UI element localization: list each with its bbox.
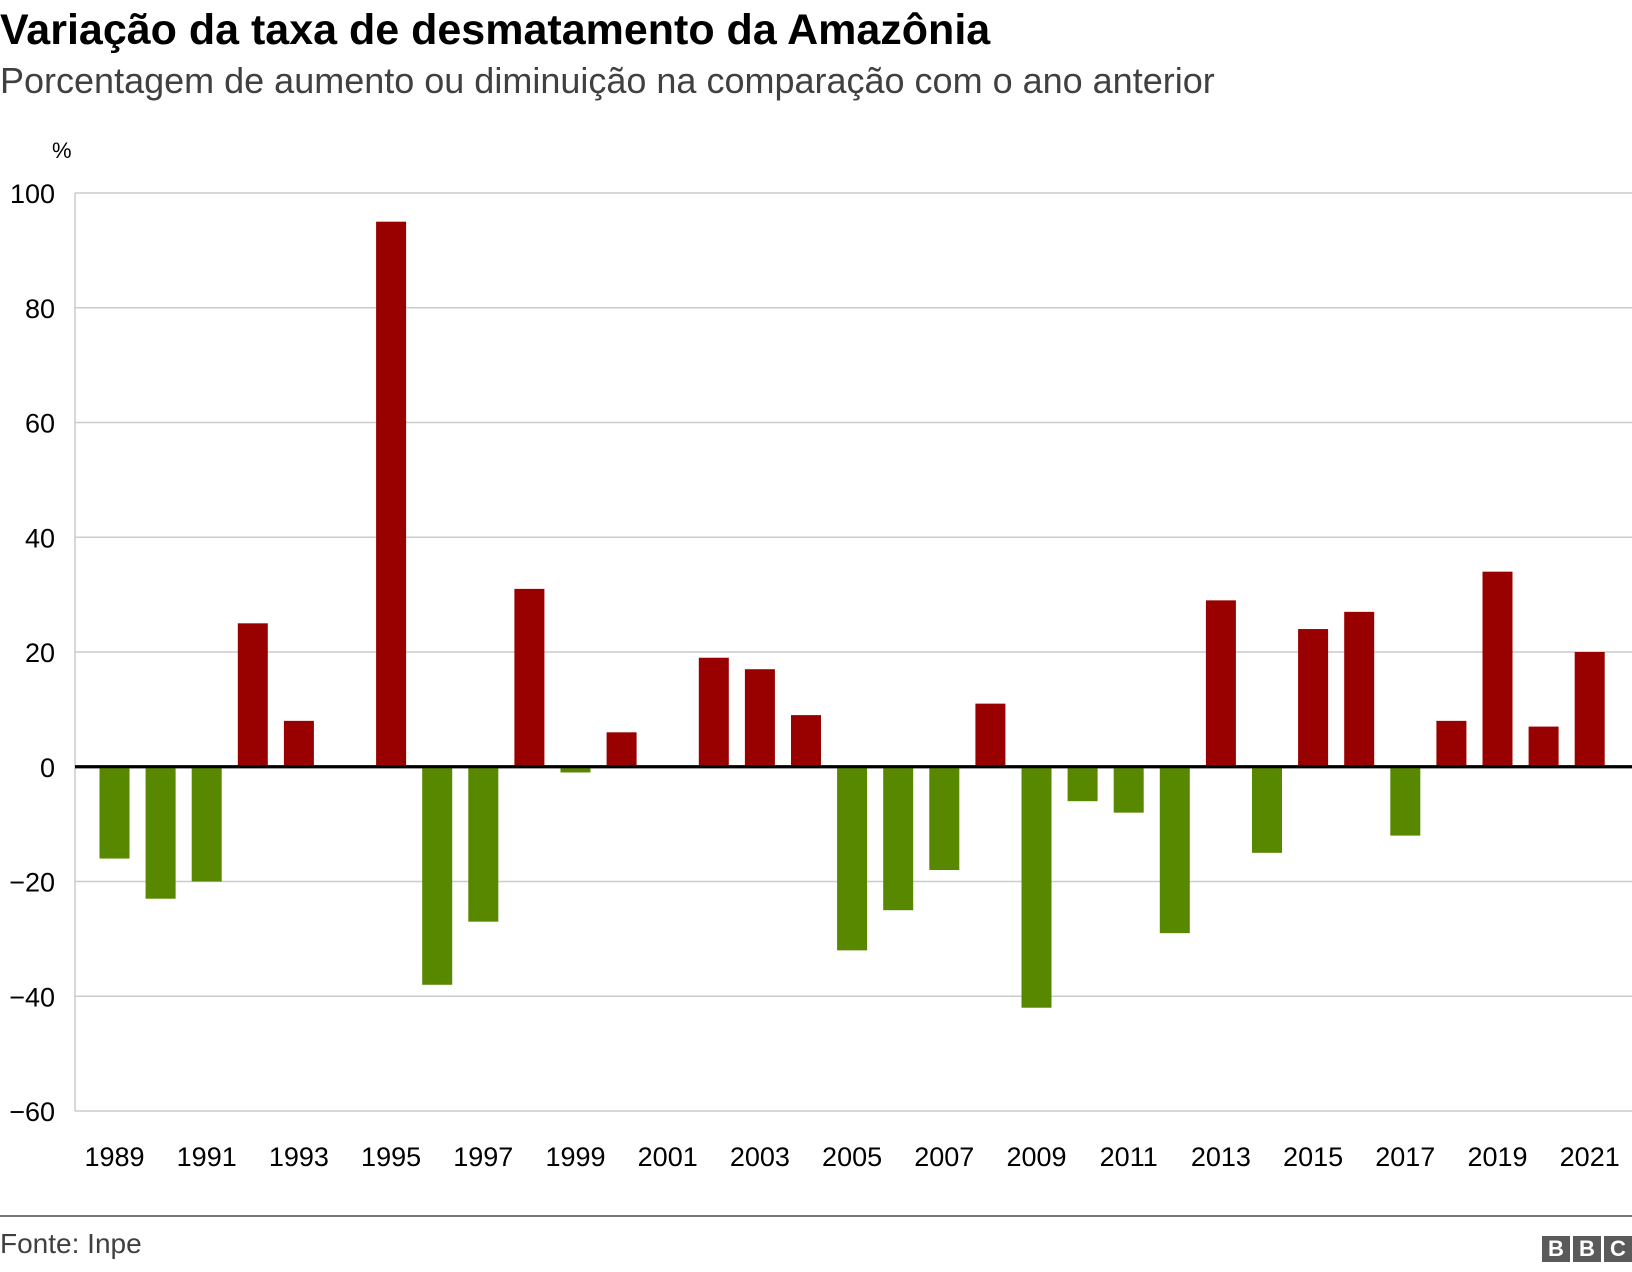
x-tick-label: 2007 bbox=[914, 1142, 974, 1172]
y-axis-unit: % bbox=[52, 138, 72, 163]
x-tick-label: 1993 bbox=[269, 1142, 329, 1172]
bar-2015 bbox=[1298, 629, 1329, 767]
bar-2020 bbox=[1528, 726, 1559, 767]
bar-1989 bbox=[99, 766, 130, 859]
bar-2007 bbox=[929, 766, 960, 871]
bar-1993 bbox=[283, 720, 314, 767]
x-tick-label: 1989 bbox=[84, 1142, 144, 1172]
bar-2019 bbox=[1482, 571, 1513, 767]
x-tick-label: 2005 bbox=[822, 1142, 882, 1172]
bar-1996 bbox=[422, 766, 453, 985]
x-tick-label: 2019 bbox=[1467, 1142, 1527, 1172]
x-tick-label: 1995 bbox=[361, 1142, 421, 1172]
x-tick-label: 2015 bbox=[1283, 1142, 1343, 1172]
bar-2011 bbox=[1113, 766, 1144, 813]
bar-2014 bbox=[1252, 766, 1282, 853]
x-tick-label: 2013 bbox=[1191, 1142, 1251, 1172]
bar-2018 bbox=[1436, 720, 1467, 767]
x-tick-label: 2021 bbox=[1560, 1142, 1620, 1172]
x-tick-label: 2009 bbox=[1006, 1142, 1066, 1172]
bar-2002 bbox=[698, 657, 729, 767]
bar-chart: % 100 80 60 40 20 0 −20 −40 −60 1989 1991 1993 1995… bbox=[9, 138, 1632, 1172]
bar-1990 bbox=[145, 766, 176, 899]
y-tick-label: 100 bbox=[10, 179, 55, 209]
bar-1997 bbox=[468, 766, 499, 922]
y-tick-label: 20 bbox=[25, 638, 55, 668]
bar-2004 bbox=[791, 715, 821, 767]
bar-2013 bbox=[1205, 600, 1236, 767]
bar-2005 bbox=[837, 766, 868, 951]
y-tick-label: −20 bbox=[9, 868, 55, 898]
bar-2012 bbox=[1159, 766, 1190, 934]
bar-2000 bbox=[606, 732, 637, 767]
bar-2009 bbox=[1021, 766, 1052, 1008]
bar-1998 bbox=[514, 588, 545, 767]
y-tick-label: −60 bbox=[9, 1097, 55, 1127]
y-tick-label: 60 bbox=[25, 409, 55, 439]
x-tick-label: 1999 bbox=[545, 1142, 605, 1172]
y-tick-label: −40 bbox=[9, 982, 55, 1012]
bar-1992 bbox=[237, 623, 268, 767]
y-tick-label: 80 bbox=[25, 294, 55, 324]
x-tick-label: 2011 bbox=[1100, 1142, 1158, 1172]
footer-divider bbox=[0, 1215, 1632, 1217]
bar-2017 bbox=[1390, 766, 1421, 836]
bar-1995 bbox=[376, 221, 407, 767]
x-tick-label: 2001 bbox=[638, 1142, 698, 1172]
bar-1999 bbox=[560, 766, 591, 773]
bar-2008 bbox=[975, 703, 1006, 767]
chart-title: Variação da taxa de desmatamento da Amaz… bbox=[0, 6, 991, 54]
bar-1991 bbox=[191, 766, 222, 882]
source-note: Fonte: Inpe bbox=[0, 1228, 142, 1259]
chart-subtitle: Porcentagem de aumento ou diminuição na … bbox=[0, 60, 1215, 101]
x-tick-label: 1991 bbox=[177, 1142, 237, 1172]
x-tick-label: 1997 bbox=[453, 1142, 513, 1172]
bar-2010 bbox=[1067, 766, 1098, 802]
x-tick-label: 2003 bbox=[730, 1142, 790, 1172]
y-tick-label: 0 bbox=[40, 753, 55, 783]
bar-2006 bbox=[883, 766, 914, 911]
y-tick-label: 40 bbox=[25, 523, 55, 553]
x-tick-label: 2017 bbox=[1375, 1142, 1435, 1172]
bar-2016 bbox=[1344, 611, 1375, 767]
bar-2003 bbox=[744, 669, 775, 767]
bar-2021 bbox=[1574, 652, 1605, 767]
